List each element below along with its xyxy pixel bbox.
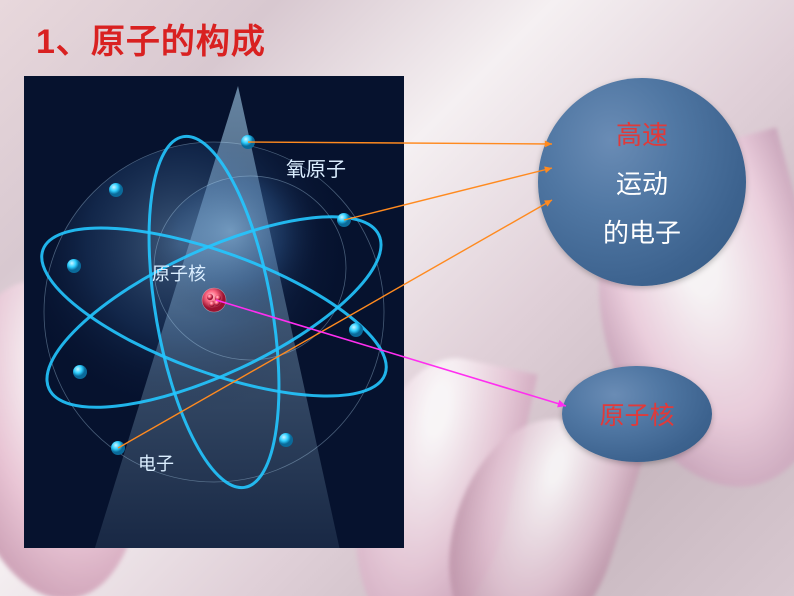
- atom-label: 原子核: [152, 264, 206, 284]
- callout-line: 高速: [616, 115, 668, 152]
- atom-svg: 氧原子原子核电子: [24, 76, 404, 548]
- callout-nucleus: 原子核: [562, 366, 712, 462]
- slide-title: 1、原子的构成: [36, 14, 266, 63]
- callout-line: 的电子: [603, 213, 681, 250]
- atom-label: 氧原子: [286, 158, 346, 181]
- slide: 1、原子的构成: [0, 0, 794, 596]
- callout-line: 运动: [616, 164, 668, 201]
- atom-diagram: 氧原子原子核电子: [24, 76, 404, 548]
- callout-electrons: 高速 运动 的电子: [538, 78, 746, 286]
- callout-nucleus-label: 原子核: [599, 396, 674, 432]
- atom-label: 电子: [138, 454, 174, 474]
